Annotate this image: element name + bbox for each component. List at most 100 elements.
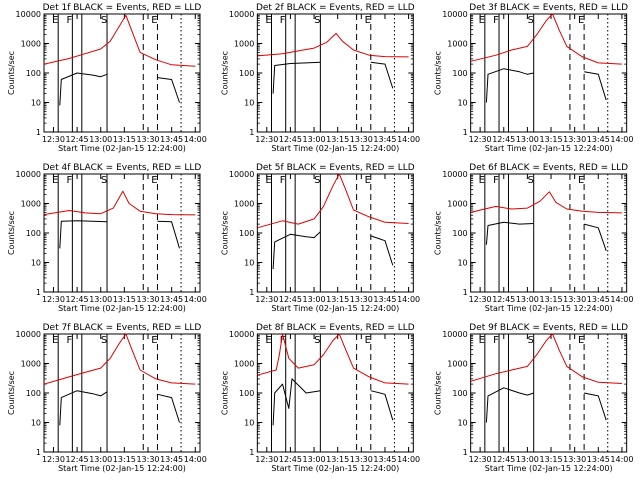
x-tick-label: 13:15 — [539, 455, 562, 464]
marker-label: F — [66, 175, 72, 186]
series-group — [257, 32, 409, 94]
series-group — [257, 174, 409, 270]
x-tick-label: 14:00 — [610, 455, 633, 464]
panel-title: Det 2f BLACK = Events, RED = LLD — [256, 3, 415, 13]
y-tick-label: 1 — [249, 288, 254, 297]
y-axis-label: Counts/sec — [7, 371, 16, 415]
y-axis-label: Counts/sec — [434, 51, 443, 95]
marker-label: E — [52, 15, 58, 26]
x-tick-label: 12:30 — [469, 455, 492, 464]
marker-label: S — [101, 335, 107, 346]
x-tick-label: 12:30 — [42, 295, 65, 304]
x-tick-label: 13:45 — [160, 295, 183, 304]
marker-label: E — [578, 335, 584, 346]
detector-panel-3: Det 3f BLACK = Events, RED = LLD 1 10 100 10… — [434, 3, 634, 153]
x-tick-label: 13:15 — [326, 135, 349, 144]
y-tick-label: 10000 — [442, 10, 467, 19]
marker-label: F — [493, 335, 499, 346]
events-series-line — [485, 68, 534, 103]
series-group — [44, 190, 196, 249]
y-tick-label: 1000 — [447, 40, 467, 49]
plot-frame — [43, 13, 201, 133]
x-tick-label: 12:45 — [279, 135, 302, 144]
y-tick-label: 10 — [457, 419, 467, 428]
x-tick-label: 14:00 — [397, 295, 420, 304]
marker-label: E — [265, 15, 271, 26]
y-axis-label: Counts/sec — [7, 211, 16, 255]
detector-panel-4: Det 4f BLACK = Events, RED = LLD 1 10 100 10… — [7, 163, 207, 313]
marker-label: E — [52, 335, 58, 346]
x-tick-label: 12:30 — [469, 135, 492, 144]
y-tick-label: 10 — [244, 419, 254, 428]
y-tick-label: 1000 — [21, 360, 41, 369]
lld-series-line — [257, 32, 409, 58]
series-group — [44, 14, 196, 106]
x-tick-label: 12:30 — [42, 455, 65, 464]
detector-panel-6: Det 6f BLACK = Events, RED = LLD 1 10 100 10… — [434, 163, 634, 313]
marker-label: E — [365, 335, 371, 346]
x-tick-label: 13:30 — [563, 455, 586, 464]
marker-label: E — [52, 175, 58, 186]
marker-label: F — [66, 15, 72, 26]
marker-label: E — [479, 175, 485, 186]
series-group — [470, 191, 622, 251]
y-tick-label: 1 — [36, 128, 41, 137]
marker-label: F — [493, 15, 499, 26]
x-tick-label: 12:45 — [66, 455, 89, 464]
panel-title: Det 6f BLACK = Events, RED = LLD — [469, 163, 628, 173]
x-tick-label: 13:45 — [373, 135, 396, 144]
x-tick-label: 12:45 — [66, 135, 89, 144]
y-tick-label: 100 — [239, 69, 254, 78]
y-tick-label: 10000 — [16, 10, 41, 19]
panel-title: Det 1f BLACK = Events, RED = LLD — [43, 3, 202, 13]
x-tick-label: 13:30 — [136, 135, 159, 144]
y-tick-label: 100 — [452, 69, 467, 78]
x-tick-label: 13:00 — [89, 135, 112, 144]
y-tick-label: 10000 — [442, 170, 467, 179]
y-axis-label: Counts/sec — [220, 371, 229, 415]
y-tick-label: 100 — [239, 389, 254, 398]
x-axis-label: Start Time (02-Jan-15 12:24:00) — [271, 464, 399, 473]
x-tick-label: 12:45 — [492, 295, 515, 304]
lld-series-line — [257, 334, 409, 385]
panel-title: Det 9f BLACK = Events, RED = LLD — [469, 323, 628, 333]
x-tick-label: 12:30 — [255, 135, 278, 144]
marker-label: F — [493, 175, 499, 186]
y-tick-label: 1000 — [447, 200, 467, 209]
plot-frame — [470, 13, 628, 133]
y-tick-label: 10000 — [229, 10, 254, 19]
lld-series-line — [44, 190, 196, 216]
x-tick-label: 13:30 — [136, 455, 159, 464]
detector-panel-5: Det 5f BLACK = Events, RED = LLD 1 10 100 10… — [220, 163, 420, 313]
marker-label: E — [479, 15, 485, 26]
y-tick-label: 1000 — [234, 40, 254, 49]
x-tick-label: 13:30 — [350, 135, 373, 144]
series-group — [470, 14, 622, 103]
x-tick-label: 14:00 — [184, 455, 207, 464]
detector-panel-1: Det 1f BLACK = Events, RED = LLD 1 10 100 10… — [7, 3, 207, 153]
y-tick-label: 10 — [244, 99, 254, 108]
marker-label: S — [528, 15, 534, 26]
x-tick-label: 14:00 — [397, 455, 420, 464]
events-series-line — [272, 231, 321, 270]
x-tick-label: 13:00 — [303, 295, 326, 304]
y-tick-label: 1 — [249, 128, 254, 137]
events-series-line — [157, 220, 180, 249]
x-tick-label: 13:45 — [373, 295, 396, 304]
x-tick-label: 14:00 — [184, 135, 207, 144]
y-tick-label: 10 — [31, 99, 41, 108]
marker-label: S — [314, 15, 320, 26]
plot-frame — [256, 173, 414, 293]
detector-panel-9: Det 9f BLACK = Events, RED = LLD 1 10 100 10… — [434, 323, 634, 473]
events-series-line — [272, 61, 321, 94]
y-tick-label: 10 — [31, 259, 41, 268]
x-tick-label: 13:45 — [587, 295, 610, 304]
x-axis-label: Start Time (02-Jan-15 12:24:00) — [485, 304, 613, 313]
series-group — [470, 334, 622, 423]
y-axis-label: Counts/sec — [434, 371, 443, 415]
x-tick-label: 12:30 — [255, 295, 278, 304]
x-tick-label: 13:30 — [350, 455, 373, 464]
y-tick-label: 10 — [31, 419, 41, 428]
y-tick-label: 1000 — [234, 360, 254, 369]
